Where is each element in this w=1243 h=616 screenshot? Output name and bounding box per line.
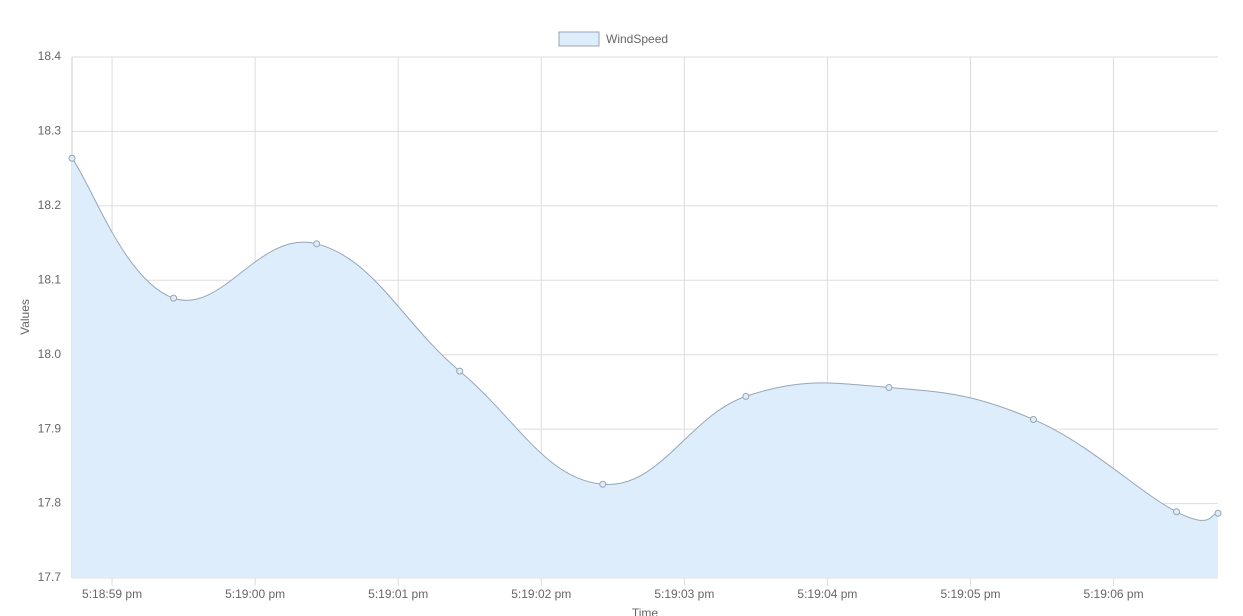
- point: [599, 480, 607, 488]
- x-tick-label: 5:19:05 pm: [940, 587, 1000, 601]
- point: [1029, 415, 1037, 423]
- point: [742, 392, 750, 400]
- point: [68, 154, 76, 162]
- legend-label: WindSpeed: [606, 32, 668, 46]
- x-tick-label: 5:18:59 pm: [82, 587, 142, 601]
- point: [1173, 508, 1181, 516]
- line: [71, 157, 1219, 521]
- y-tick-label: 18.3: [38, 124, 62, 138]
- y-tick-label: 18.0: [38, 347, 62, 361]
- point: [170, 294, 178, 302]
- point: [885, 383, 893, 391]
- legend-swatch: [558, 31, 600, 47]
- x-tick-label: 5:19:00 pm: [225, 587, 285, 601]
- x-tick-label: 5:19:04 pm: [797, 587, 857, 601]
- x-tick-label: 5:19:06 pm: [1084, 587, 1144, 601]
- y-axis-label: Values: [18, 299, 32, 335]
- y-tick-label: 17.7: [38, 570, 62, 584]
- y-tick-label: 18.1: [38, 272, 62, 286]
- x-tick-label: 5:19:03 pm: [654, 587, 714, 601]
- y-tick-label: 18.2: [38, 198, 62, 212]
- y-tick-label: 17.8: [38, 496, 62, 510]
- y-tick-label: 17.9: [38, 421, 62, 435]
- x-tick-label: 5:19:01 pm: [368, 587, 428, 601]
- x-axis-label: Time: [632, 606, 659, 616]
- x-tick-label: 5:19:02 pm: [511, 587, 571, 601]
- point: [1214, 509, 1222, 517]
- point: [313, 240, 321, 248]
- point: [456, 367, 464, 375]
- y-tick-label: 18.4: [38, 49, 62, 63]
- area: [72, 158, 1218, 579]
